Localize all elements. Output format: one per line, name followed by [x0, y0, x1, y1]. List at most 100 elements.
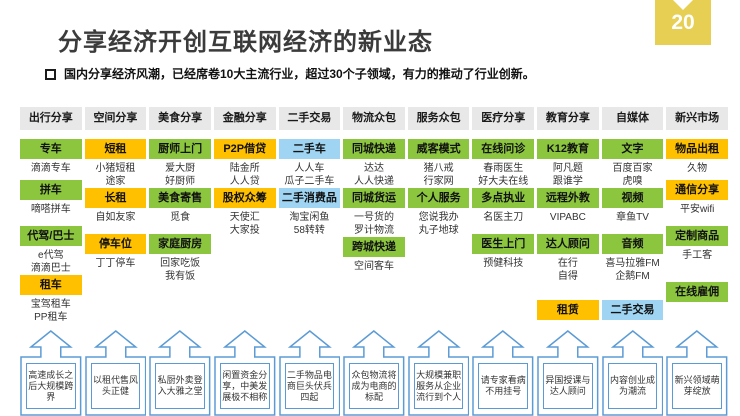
company-name: 我有饭 [165, 271, 196, 282]
subcategory-label: 文字 [601, 139, 664, 159]
company-list: 您说我办 丸子地球 [408, 208, 470, 237]
company-name: 跟谁学 [552, 176, 583, 187]
subcategory: 同城货运 一号货的 罗计物流 [343, 188, 405, 237]
company-name: 爱大厨 [165, 163, 196, 174]
company-name: e代驾 [38, 250, 64, 261]
subcategory: 达人顾问 在行 自得 [537, 234, 599, 283]
company-name: 丸子地球 [418, 225, 459, 236]
subcategory-label: 视频 [601, 188, 664, 208]
up-arrow-icon [666, 330, 728, 416]
subcategory: 个人服务 您说我办 丸子地球 [407, 188, 470, 237]
takeaway-text: 请专家看病不用挂号 [478, 363, 529, 409]
category-column-2: 空间分享 短租 小猪短租 途家 长租 自如友家 停车位 丁丁停车 [84, 107, 147, 324]
subcategory-list: P2P借贷 陆金所 人人贷 股权众筹 天使汇 大家投 [213, 139, 276, 237]
subcategory-label: 远程外教 [537, 188, 599, 208]
takeaway-text: 异国授课与达人顾问 [543, 363, 593, 409]
company-name: 回家吃饭 [160, 258, 201, 269]
subcategory-label: 定制商品 [666, 226, 728, 246]
company-name: 丁丁停车 [95, 258, 136, 269]
company-list: 嘀嗒拼车 [20, 200, 82, 216]
company-list: 觅食 [149, 208, 211, 224]
subcategory-list: 威客模式 猪八戒 行家网 个人服务 您说我办 丸子地球 [407, 139, 470, 237]
company-name: 宝驾租车 [30, 299, 71, 310]
subcategory-label: 专车 [20, 139, 82, 159]
up-arrow-icon [278, 330, 340, 416]
company-name: 陆金所 [229, 163, 260, 174]
company-name: PP租车 [34, 312, 68, 323]
subcategory-label: 物品出租 [666, 139, 728, 159]
category-column-4: 金融分享 P2P借贷 陆金所 人人贷 股权众筹 天使汇 大家投 [213, 107, 276, 324]
subcategory-label: 同城快递 [343, 139, 405, 159]
company-name: 企鹅FM [615, 271, 650, 282]
company-list: VIPABC [537, 208, 599, 224]
takeaway-arrow: 内容创业成为潮流 [601, 330, 664, 416]
subcategory-label: 音频 [601, 234, 664, 254]
company-name: 人人贷 [229, 176, 260, 187]
company-name: 行家网 [423, 176, 454, 187]
subcategory: 远程外教 VIPABC [537, 188, 599, 234]
category-column-1: 出行分享 专车 滴滴专车 拼车 嘀嗒拼车 代驾/巴士 e代驾 滴滴巴士 租车 宝驾租车 PP租车 [20, 107, 82, 324]
company-name: 好大夫在线 [478, 176, 529, 187]
page-title: 分享经济开创互联网经济的新业态 [58, 29, 433, 56]
subcategory-list: K12教育 阿凡题 跟谁学 远程外教 VIPABC 达人顾问 在行 自得 租赁 [537, 139, 599, 320]
subcategory-label: 家庭厨房 [149, 234, 211, 254]
page-number: 20 [671, 10, 695, 34]
company-name: 58转转 [293, 225, 325, 236]
takeaway-text: 私厨外卖登入大雅之堂 [155, 363, 205, 409]
subcategory: P2P借贷陆金所人人贷 [213, 139, 276, 188]
takeaway-arrow: 请专家看病不用挂号 [472, 330, 534, 416]
company-name: 人人车 [294, 163, 325, 174]
company-list: 喜马拉雅FM 企鹅FM [602, 254, 664, 283]
up-arrow-icon [84, 330, 147, 416]
company-list: 天使汇 大家投 [214, 208, 276, 237]
up-arrow-icon [20, 330, 82, 416]
company-name: 一号货的 [353, 212, 394, 223]
category-column-10: 自媒体 文字 百度百家 虎嗅 视频 章鱼TV 音频 喜马拉雅FM 企鹅FM 二手交易 [601, 107, 664, 324]
company-name: 大家投 [229, 225, 260, 236]
up-arrow-icon [601, 330, 664, 416]
subcategory-label: 代驾/巴士 [20, 226, 82, 246]
subcategory-label: 通信分享 [666, 180, 728, 200]
up-arrow-icon [343, 330, 405, 416]
company-list: 陆金所 人人贷 [214, 159, 276, 188]
square-bullet-icon [45, 69, 56, 80]
up-arrow-icon [149, 330, 211, 416]
company-name: 手工客 [682, 250, 713, 261]
company-name: 途家 [105, 176, 126, 187]
takeaway-arrow: 异国授课与达人顾问 [537, 330, 599, 416]
company-list: 手工客 [666, 246, 728, 262]
subcategory: 租赁 [537, 300, 599, 320]
subcategory: 在线雇佣 [666, 282, 728, 302]
company-name: 瓜子二手车 [284, 176, 335, 187]
badge-notch-icon [673, 0, 693, 10]
column-header: 教育分享 [537, 107, 599, 130]
subcategory: 通信分享 平安wifi [666, 180, 728, 226]
company-list: 空间客车 [343, 257, 405, 273]
company-list: 久物 [666, 159, 728, 175]
subcategory-list: 同城快递 达达 人人快递 同城货运 一号货的 罗计物流 跨城快递 空间客车 [343, 139, 405, 276]
company-name: 觅食 [170, 212, 191, 223]
company-list: 回家吃饭 我有饭 [149, 254, 211, 283]
subcategory: 物品出租 久物 [666, 139, 728, 180]
company-name: 您说我办 [418, 212, 459, 223]
subcategory: 跨城快递 空间客车 [343, 237, 405, 276]
column-header: 空间分享 [84, 107, 147, 130]
company-name: 好厨师 [165, 176, 196, 187]
takeaway-text: 高速成长之后大规模跨界 [26, 363, 76, 409]
company-list: 预健科技 [472, 254, 534, 270]
takeaway-arrow: 私厨外卖登入大雅之堂 [149, 330, 211, 416]
company-name: 名医主刀 [483, 212, 524, 223]
company-name: 空间客车 [353, 261, 394, 272]
company-name: 自如友家 [95, 212, 136, 223]
subcategory: K12教育 阿凡题 跟谁学 [537, 139, 599, 188]
category-column-11: 新兴市场 物品出租 久物 通信分享 平安wifi 定制商品 手工客 在线雇佣 [666, 107, 728, 324]
subcategory-label: P2P借贷 [213, 139, 276, 159]
company-name: 喜马拉雅FM [605, 258, 660, 269]
subcategory: 短租 小猪短租 途家 [84, 139, 147, 188]
subcategory-label: 跨城快递 [343, 237, 405, 257]
subcategory: 长租 自如友家 [84, 188, 147, 234]
takeaway-text: 大规模兼职服务从企业流行到个人 [413, 363, 464, 409]
subcategory: 代驾/巴士 e代驾 滴滴巴士 [20, 226, 82, 275]
company-list: 淘宝闲鱼 58转转 [279, 208, 341, 237]
subcategory-label: 多点执业 [472, 188, 535, 208]
